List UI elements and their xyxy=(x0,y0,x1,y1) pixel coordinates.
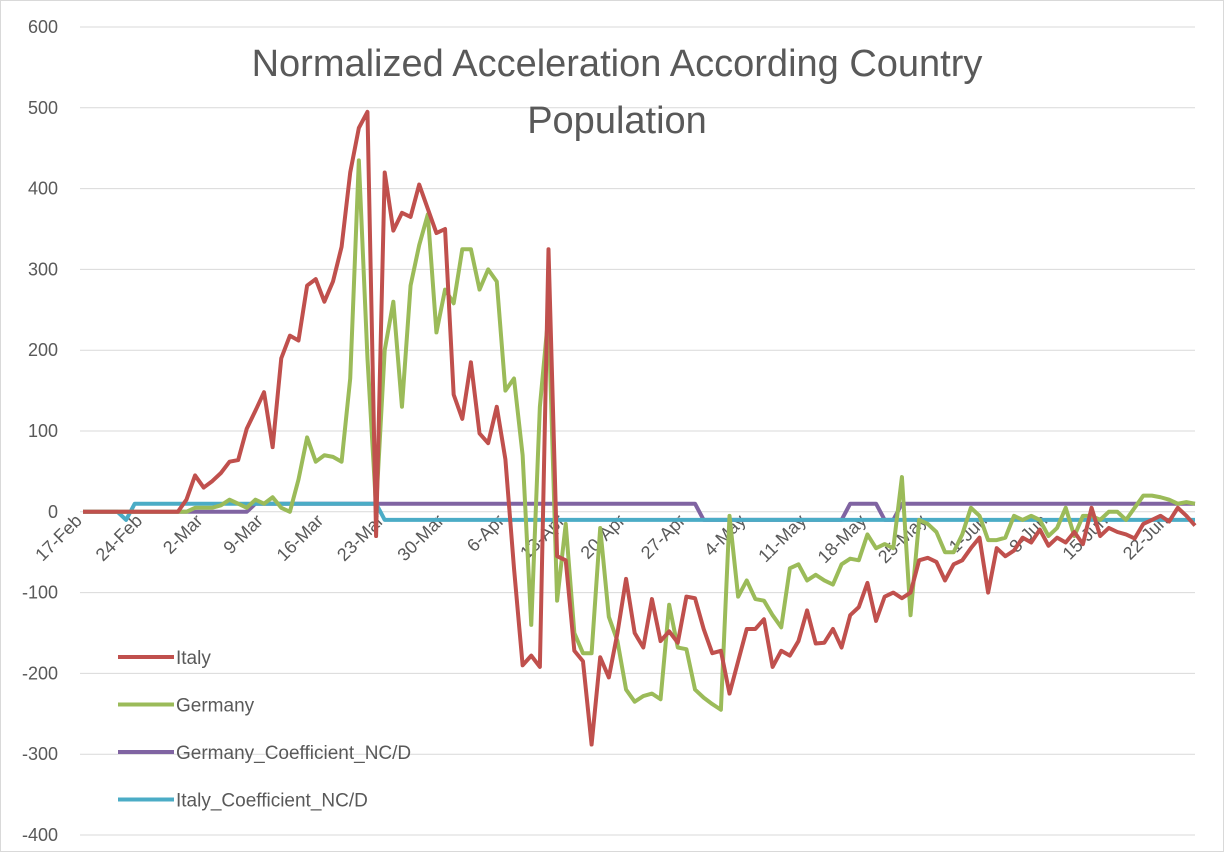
y-tick-label: -400 xyxy=(22,825,58,845)
series-line xyxy=(83,158,1196,712)
chart-title: Normalized Acceleration According Countr… xyxy=(251,43,983,142)
legend-label: Germany xyxy=(176,696,255,717)
y-tick-label: 500 xyxy=(28,98,58,118)
series-line xyxy=(83,109,1197,747)
y-tick-label: 400 xyxy=(28,179,58,199)
y-tick-label: -300 xyxy=(22,744,58,764)
legend-label: Italy_Coefficient_NC/D xyxy=(176,791,368,812)
series-line xyxy=(83,501,1195,522)
y-tick-label: -200 xyxy=(22,663,58,683)
y-tick-label: 600 xyxy=(28,17,58,37)
y-tick-label: 100 xyxy=(28,421,58,441)
y-tick-label: 300 xyxy=(28,259,58,279)
legend-label: Italy xyxy=(176,648,211,669)
y-tick-label: -100 xyxy=(22,583,58,603)
y-tick-label: 0 xyxy=(48,502,58,522)
y-tick-label: 200 xyxy=(28,340,58,360)
legend-label: Germany_Coefficient_NC/D xyxy=(176,743,411,764)
